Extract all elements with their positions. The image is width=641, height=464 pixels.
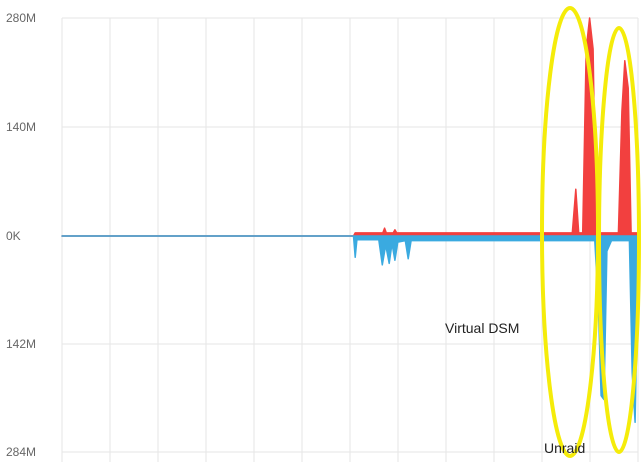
y-tick-label: 0K (6, 229, 21, 243)
y-axis: 280M 140M 0K 142M 284M (6, 11, 36, 459)
annotation-label: Unraid (544, 440, 585, 456)
series-layer (61, 17, 639, 424)
series-read-area (61, 235, 639, 424)
y-tick-label: 284M (6, 445, 36, 459)
series-write-area (61, 17, 639, 237)
y-tick-label: 280M (6, 11, 36, 25)
y-tick-label: 140M (6, 120, 36, 134)
annotation-label: Virtual DSM (445, 320, 519, 336)
y-tick-label: 142M (6, 337, 36, 351)
highlight-ellipse (597, 26, 641, 454)
annotation-layer: Virtual DSM Unraid (445, 6, 641, 458)
